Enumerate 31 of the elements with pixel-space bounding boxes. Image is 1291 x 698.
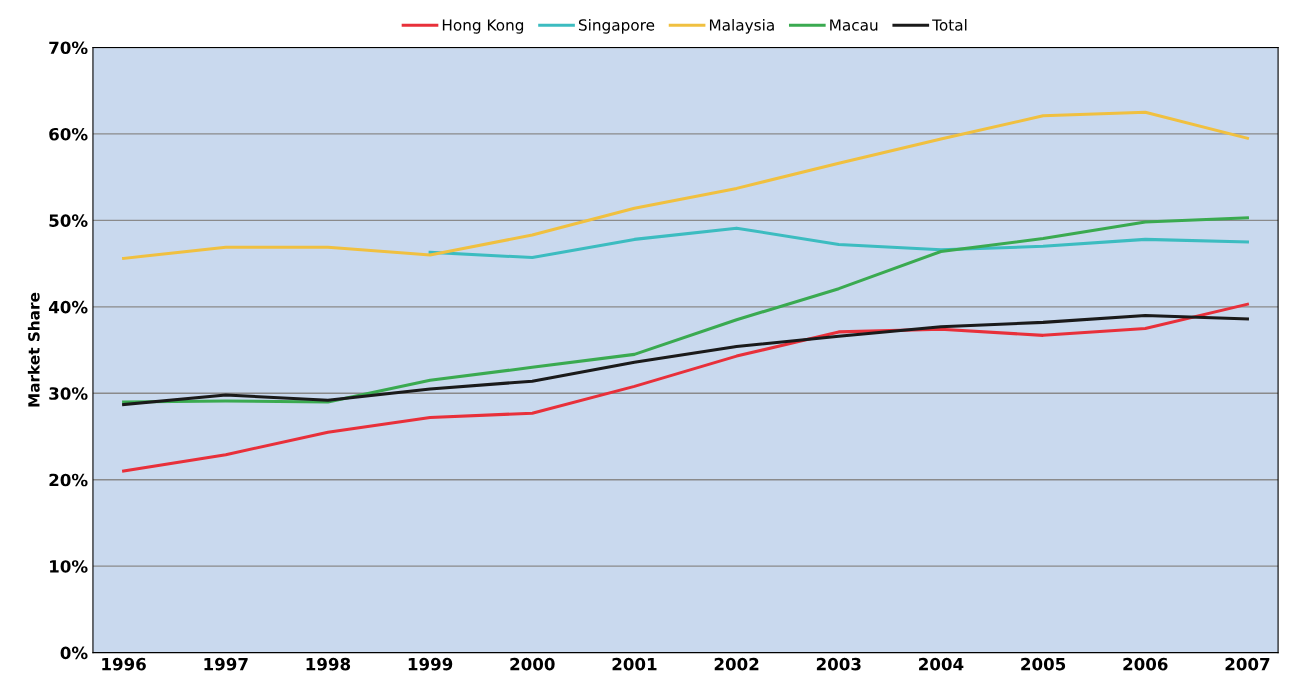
x-tick-label: 1999 — [408, 657, 453, 671]
x-tick-label: 2002 — [714, 657, 759, 671]
x-tick-label: 1997 — [204, 657, 248, 671]
legend-label: Singapore — [578, 18, 655, 34]
y-axis-title: Market Share — [27, 292, 40, 407]
y-tick-label: 50% — [49, 214, 88, 227]
line-series — [122, 302, 1249, 473]
y-tick-label: 40% — [48, 300, 88, 314]
x-tick-label: 2000 — [510, 657, 555, 671]
line-series — [122, 216, 1249, 404]
x-tick-label: 2001 — [612, 657, 657, 671]
y-tick-label: 20% — [49, 473, 88, 487]
x-tick-label: 1996 — [102, 657, 146, 671]
x-tick-label: 2007 — [1225, 657, 1270, 671]
legend-label: Total — [932, 18, 967, 31]
line-series — [428, 226, 1249, 260]
y-tick-label: 60% — [49, 127, 88, 141]
y-tick-label: 70% — [49, 41, 88, 55]
line-series — [122, 110, 1249, 260]
legend-label: Hong Kong — [442, 19, 524, 34]
y-tick-label: 30% — [49, 387, 88, 400]
legend-label: Malaysia — [709, 18, 774, 34]
x-tick-label: 2005 — [1021, 657, 1066, 671]
y-tick-label: 0% — [60, 646, 88, 660]
x-tick-label: 1998 — [306, 657, 351, 671]
legend-label: Macau — [830, 19, 878, 31]
y-tick-label: 10% — [50, 560, 88, 573]
x-tick-label: 2004 — [919, 657, 964, 671]
x-tick-label: 2006 — [1123, 657, 1168, 671]
line-series — [122, 313, 1249, 407]
x-tick-label: 2003 — [816, 657, 861, 671]
